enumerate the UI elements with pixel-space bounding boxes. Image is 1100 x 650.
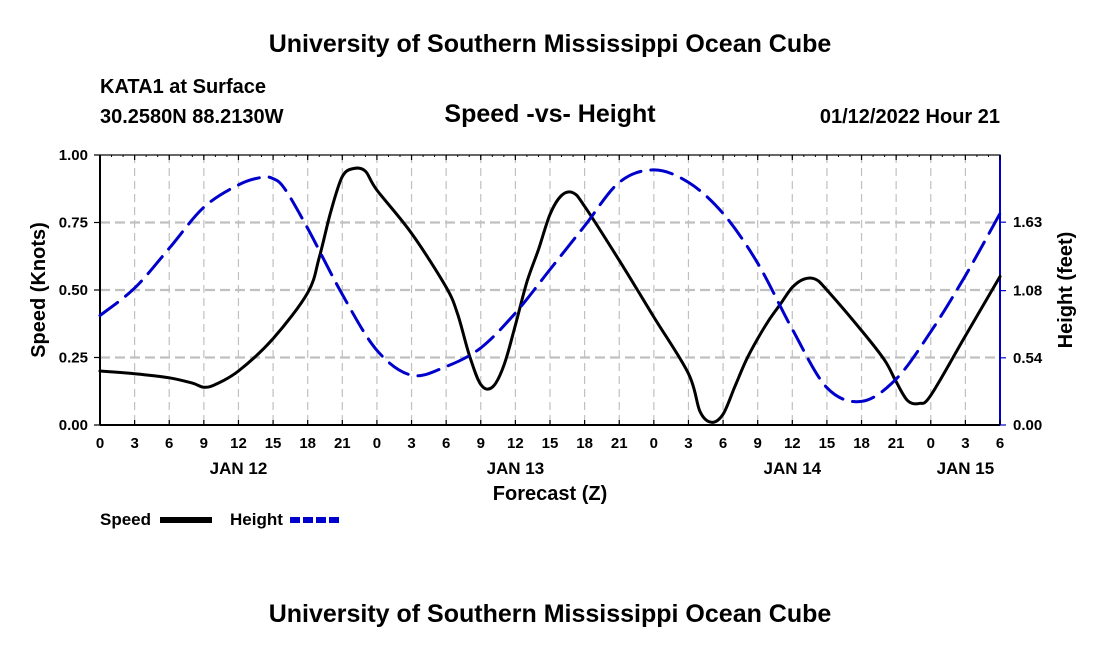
- x-axis-label: Forecast (Z): [493, 483, 607, 505]
- x-tick-label: 21: [888, 435, 905, 452]
- y-tick-label: 1.00: [59, 147, 88, 164]
- x-tick-label: 15: [542, 435, 559, 452]
- x-tick-label: 0: [96, 435, 104, 452]
- x-tick-label: 3: [130, 435, 138, 452]
- x-tick-label: 15: [265, 435, 282, 452]
- chart-title: Speed -vs- Height: [444, 100, 656, 128]
- series-line-speed: [98, 166, 1002, 424]
- y2-axis-label: Height (feet): [1055, 232, 1077, 349]
- forecast-datetime: 01/12/2022 Hour 21: [819, 106, 1000, 128]
- x-tick-label: 0: [650, 435, 658, 452]
- footer-title: University of Southern Mississippi Ocean…: [268, 600, 832, 628]
- x-tick-label: 21: [611, 435, 628, 452]
- x-tick-label: 12: [507, 435, 524, 452]
- x-tick-label: 3: [961, 435, 969, 452]
- x-tick-label: 15: [819, 435, 836, 452]
- y-tick-label: 0.00: [59, 417, 88, 434]
- x-tick-label: 18: [576, 435, 593, 452]
- legend: Speed Height: [100, 510, 342, 529]
- x-tick-label: 3: [684, 435, 692, 452]
- y2-tick-label: 0.00: [1013, 417, 1042, 434]
- x-tick-label: 12: [230, 435, 247, 452]
- y2-tick-label: 1.63: [1013, 214, 1042, 231]
- x-tick-label: 9: [477, 435, 485, 452]
- x-tick-label: 3: [407, 435, 415, 452]
- y-tick-label: 0.50: [59, 282, 88, 299]
- y-axis-label: Speed (Knots): [28, 222, 50, 358]
- x-tick-label: 6: [165, 435, 173, 452]
- coordinates-label: 30.2580N 88.2130W: [100, 106, 284, 128]
- page-title: University of Southern Mississippi Ocean…: [268, 30, 832, 58]
- x-tick-label: 6: [996, 435, 1004, 452]
- legend-label-height: Height: [230, 510, 283, 529]
- x-tick-label: 18: [853, 435, 870, 452]
- legend-label-speed: Speed: [100, 510, 151, 529]
- x-tick-label: 21: [334, 435, 351, 452]
- data-series: [98, 166, 1002, 424]
- grid-lines: [100, 155, 1000, 425]
- x-tick-label: 9: [200, 435, 208, 452]
- station-label: KATA1 at Surface: [100, 76, 266, 98]
- x-tick-label: 6: [719, 435, 727, 452]
- x-tick-label: 12: [784, 435, 801, 452]
- date-label: JAN 15: [937, 459, 995, 478]
- date-label: JAN 12: [210, 459, 268, 478]
- x-tick-label: 9: [754, 435, 762, 452]
- x-tick-label: 0: [373, 435, 381, 452]
- date-label: JAN 13: [487, 459, 545, 478]
- tick-labels: 0 3 6 9 12 15 18 21 0 3 6 9 12 15 18 21 0 3 6 9 12 15 18 21 0 3 6J…: [59, 147, 1043, 478]
- date-label: JAN 14: [763, 459, 821, 478]
- x-tick-label: 0: [927, 435, 935, 452]
- y-tick-label: 0.25: [59, 350, 88, 367]
- x-tick-label: 18: [299, 435, 316, 452]
- series-line-height: [98, 168, 1002, 404]
- y2-tick-label: 1.08: [1013, 283, 1042, 300]
- x-tick-label: 6: [442, 435, 450, 452]
- y-tick-label: 0.75: [59, 215, 88, 232]
- y2-tick-label: 0.54: [1013, 350, 1043, 367]
